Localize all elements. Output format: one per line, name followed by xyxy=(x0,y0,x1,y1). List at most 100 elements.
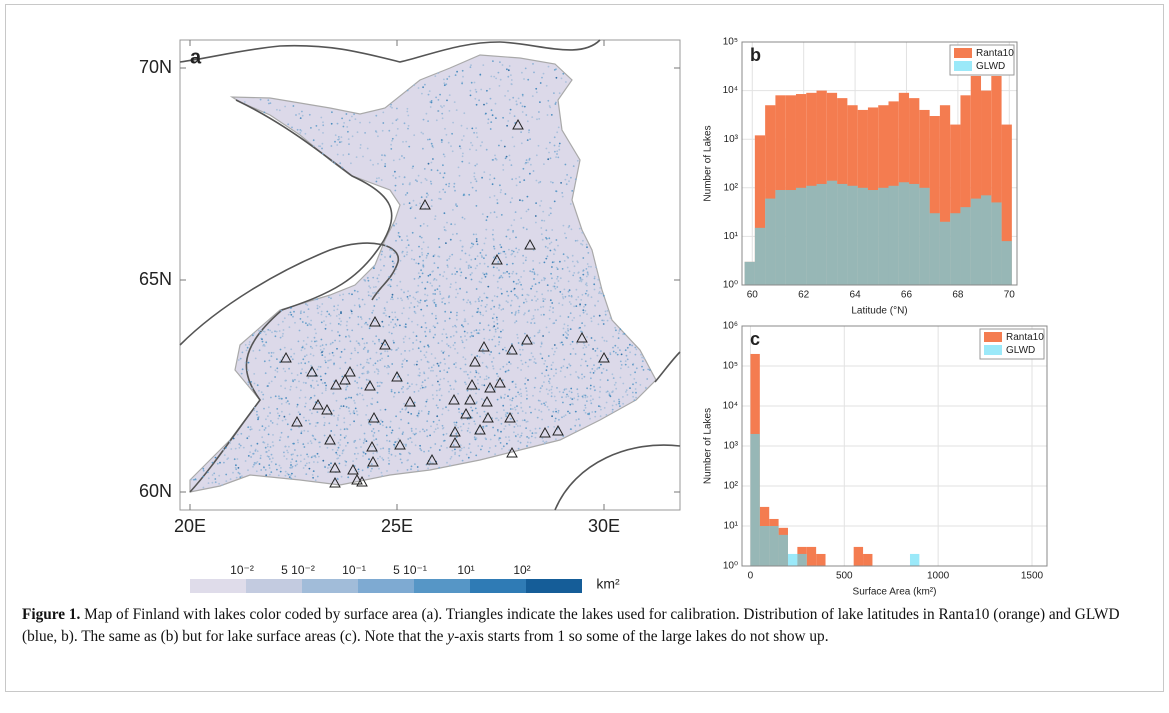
lake-dot xyxy=(549,305,552,308)
lake-dot xyxy=(532,315,535,317)
lake-dot xyxy=(503,428,506,430)
bar xyxy=(775,190,786,285)
x-tick-label: 0 xyxy=(748,571,754,582)
lake-dot xyxy=(287,123,290,126)
lake-dot xyxy=(506,412,509,414)
lake-dot xyxy=(367,291,370,293)
lake-dot xyxy=(426,192,428,195)
lake-dot xyxy=(554,287,557,290)
norway-coast xyxy=(179,41,501,63)
lake-dot xyxy=(308,323,311,326)
lake-dot xyxy=(371,430,373,433)
lake-dot xyxy=(481,213,484,216)
lake-dot xyxy=(556,153,558,155)
lake-dot xyxy=(464,252,467,255)
lake-dot xyxy=(544,404,546,406)
lake-dot xyxy=(329,466,332,469)
lake-dot xyxy=(438,399,441,401)
lake-dot xyxy=(424,356,427,359)
lake-dot xyxy=(375,286,377,288)
lake-dot xyxy=(480,88,483,91)
lake-dot xyxy=(369,423,372,426)
lake-dot xyxy=(496,322,499,325)
lake-dot xyxy=(540,341,543,344)
lake-dot xyxy=(502,308,505,310)
lake-dot xyxy=(526,139,529,142)
lake-dot xyxy=(393,395,395,398)
lake-dot xyxy=(549,249,552,252)
lake-dot xyxy=(525,300,528,303)
lake-dot xyxy=(290,307,292,309)
lake-dot xyxy=(403,157,406,159)
lake-dot xyxy=(594,350,597,352)
x-tick-label: 1500 xyxy=(1021,571,1044,582)
lake-dot xyxy=(521,93,524,96)
lake-dot xyxy=(475,371,478,374)
lake-dot xyxy=(379,359,382,361)
lake-dot xyxy=(438,466,441,469)
lake-dot xyxy=(528,131,530,134)
lake-dot xyxy=(454,223,456,226)
lake-dot xyxy=(310,384,312,387)
lake-dot xyxy=(461,155,464,158)
bar xyxy=(765,105,776,285)
lake-dot xyxy=(271,331,273,334)
lake-dot xyxy=(586,336,588,338)
lake-dot xyxy=(505,155,508,158)
lake-dot xyxy=(541,293,544,296)
lake-dot xyxy=(517,311,520,314)
lake-dot xyxy=(300,349,303,352)
lake-dot xyxy=(511,262,514,265)
lake-dot xyxy=(345,387,348,389)
lake-dot xyxy=(458,454,461,457)
lake-dot xyxy=(537,181,540,184)
lake-dot xyxy=(253,373,256,375)
lake-dot xyxy=(435,314,437,317)
lake-dot xyxy=(487,118,490,121)
lake-dot xyxy=(470,266,472,269)
lake-dot xyxy=(415,262,418,264)
calibration-lake xyxy=(391,370,403,382)
lake-dot xyxy=(485,310,488,312)
lake-dot xyxy=(318,306,321,308)
lake-dot xyxy=(359,147,362,149)
lake-dot xyxy=(276,408,279,410)
lake-dot xyxy=(565,388,568,390)
lake-dot xyxy=(613,400,615,403)
lake-dot xyxy=(389,105,392,108)
lake-dot xyxy=(474,407,477,410)
lake-dot xyxy=(490,109,493,112)
lake-dot xyxy=(515,423,518,425)
lake-dot xyxy=(498,439,500,441)
lake-dot xyxy=(270,460,273,463)
lake-dot xyxy=(269,446,272,448)
lake-dot xyxy=(541,418,543,421)
lake-dot xyxy=(449,384,452,387)
lake-dot xyxy=(391,122,394,125)
lake-dot xyxy=(535,221,537,224)
lake-dot xyxy=(300,130,303,132)
lake-dot xyxy=(546,114,549,116)
lake-dot xyxy=(446,99,448,102)
lake-dot xyxy=(599,287,602,289)
lake-dot xyxy=(539,345,542,348)
lake-dot xyxy=(377,457,379,460)
lake-dot xyxy=(413,391,416,393)
lake-dot xyxy=(523,270,525,272)
lake-dot xyxy=(448,367,450,370)
lake-dot xyxy=(556,387,558,389)
lake-dot xyxy=(442,352,445,354)
lake-dot xyxy=(321,392,324,395)
lake-dot xyxy=(582,257,585,259)
lake-dot xyxy=(378,385,381,387)
lake-dot xyxy=(635,348,638,351)
lake-dot xyxy=(508,436,510,438)
lake-dot xyxy=(411,383,413,385)
lake-dot xyxy=(561,341,563,344)
lake-dot xyxy=(395,119,398,122)
lake-dot xyxy=(523,419,526,422)
lake-dot xyxy=(439,273,441,276)
lake-dot xyxy=(288,413,291,416)
lake-dot xyxy=(444,229,447,232)
lake-dot xyxy=(440,394,443,397)
